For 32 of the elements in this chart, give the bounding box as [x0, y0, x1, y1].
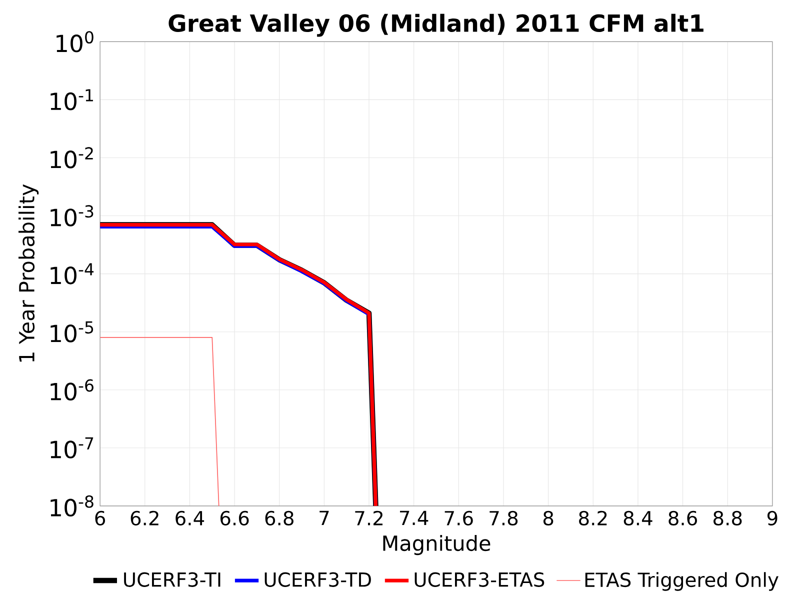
y-tick-label: 10$^{-8}$: [50, 495, 94, 517]
y-tick-label: 10$^{-6}$: [50, 379, 94, 400]
y-tick-label: 10$^{-2}$: [50, 147, 93, 168]
x-tick-label: 7.6: [444, 510, 473, 526]
x-tick-label: 7.2: [355, 510, 382, 526]
y-tick-label: 10$^{-1}$: [50, 89, 93, 110]
x-tick-label: 9: [767, 510, 778, 526]
x-tick-label: 8.4: [624, 510, 652, 526]
y-tick-label: 10$^{-3}$: [50, 205, 94, 226]
legend-label: ETAS Triggered Only: [585, 572, 778, 591]
x-tick-label: 6: [95, 510, 106, 526]
x-tick-label: 8.2: [579, 510, 607, 526]
x-tick-label: 6.6: [220, 510, 249, 526]
y-tick-label: 10$^{0}$: [56, 31, 94, 52]
x-axis-title: Magnitude: [383, 535, 490, 556]
x-tick-label: 8: [543, 510, 554, 526]
chart-title: Great Valley 06 (Midland) 2011 CFM alt1: [168, 14, 704, 37]
x-tick-label: 8.8: [714, 510, 742, 526]
y-axis-title: 1 Year Probability: [18, 184, 39, 362]
legend-label: UCERF3-ETAS: [414, 572, 544, 587]
x-tick-label: 6.2: [130, 510, 158, 526]
x-tick-label: 8.6: [668, 510, 697, 526]
legend-label: UCERF3-TD: [264, 572, 371, 587]
x-tick-label: 6.4: [176, 510, 204, 526]
x-tick-label: 7.4: [400, 510, 428, 525]
x-tick-label: 7.8: [490, 510, 518, 526]
x-tick-label: 6.8: [265, 510, 294, 526]
y-tick-label: 10$^{-5}$: [50, 321, 94, 342]
y-tick-label: 10$^{-7}$: [50, 437, 94, 458]
legend-label: UCERF3-TI: [124, 572, 220, 587]
y-tick-label: 10$^{-4}$: [50, 263, 94, 284]
x-tick-label: 7: [320, 510, 329, 525]
